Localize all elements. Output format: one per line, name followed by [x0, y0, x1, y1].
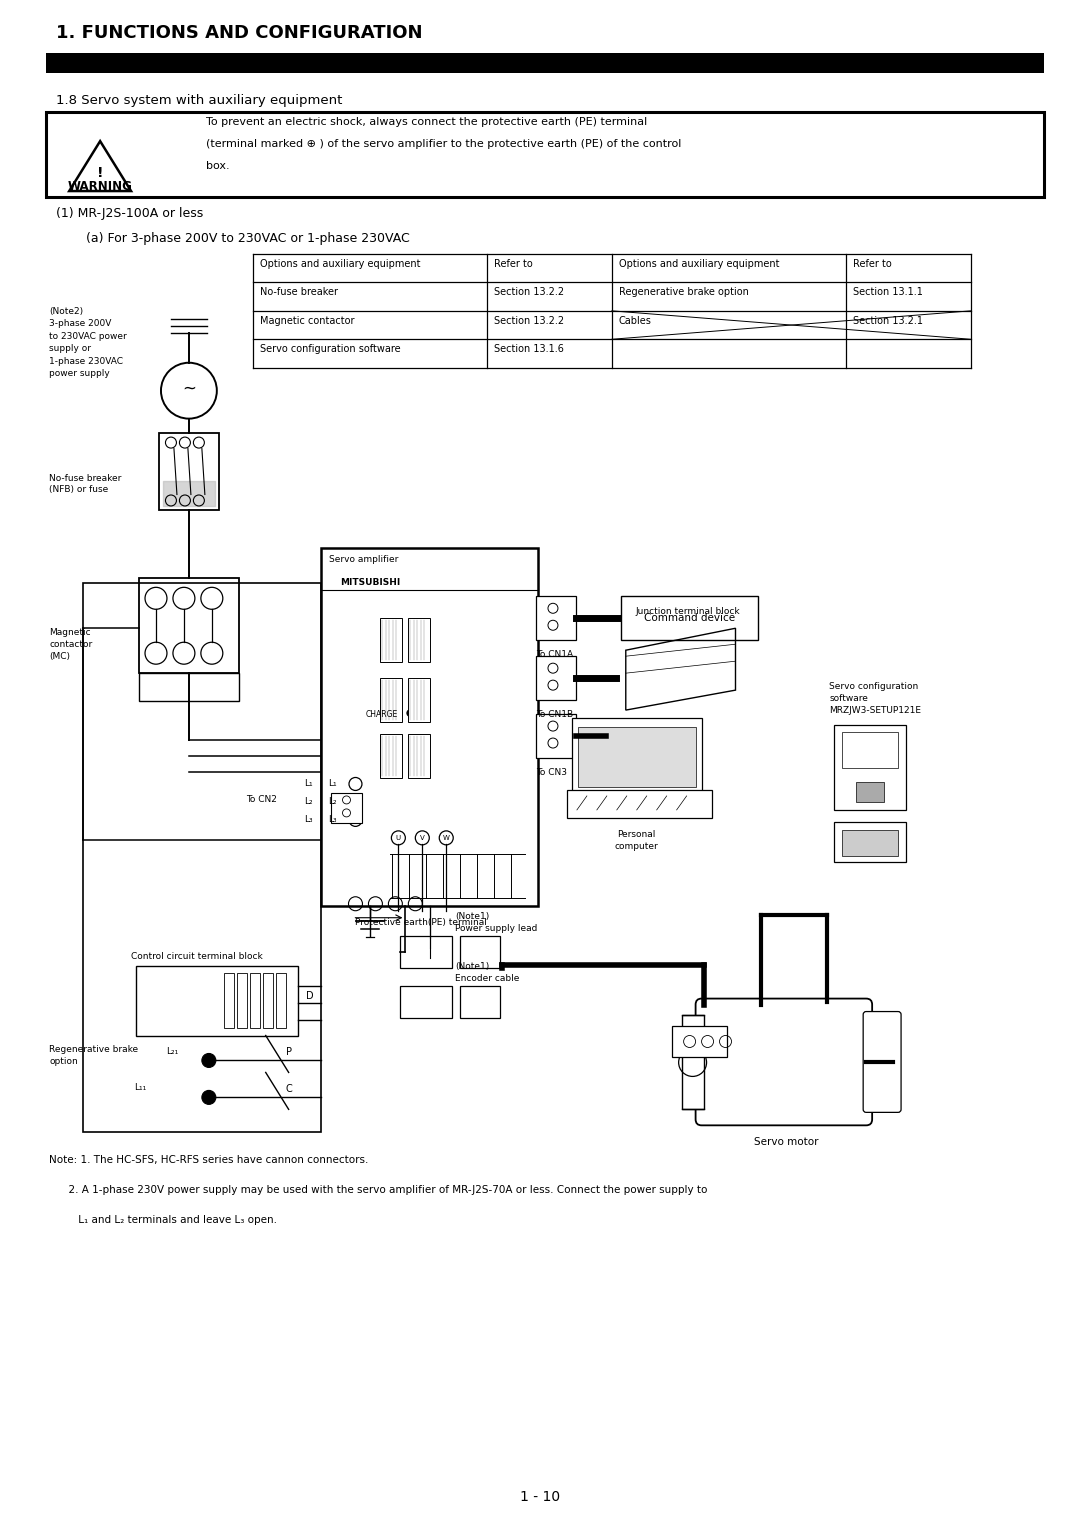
Text: Note: 1. The HC-SFS, HC-RFS series have cannon connectors.: Note: 1. The HC-SFS, HC-RFS series have … — [50, 1155, 368, 1166]
FancyBboxPatch shape — [460, 935, 500, 967]
Text: V: V — [420, 834, 424, 840]
Text: !: ! — [97, 167, 104, 180]
FancyBboxPatch shape — [159, 432, 219, 510]
FancyBboxPatch shape — [842, 830, 899, 856]
FancyBboxPatch shape — [224, 973, 233, 1027]
Text: To prevent an electric shock, always connect the protective earth (PE) terminal: To prevent an electric shock, always con… — [206, 118, 647, 127]
FancyBboxPatch shape — [863, 1012, 901, 1112]
Text: (1) MR-J2S-100A or less: (1) MR-J2S-100A or less — [56, 206, 203, 220]
Text: W: W — [443, 834, 449, 840]
FancyBboxPatch shape — [408, 678, 430, 723]
FancyBboxPatch shape — [249, 973, 259, 1027]
FancyBboxPatch shape — [408, 733, 430, 778]
FancyBboxPatch shape — [321, 549, 538, 906]
FancyBboxPatch shape — [330, 793, 363, 824]
Text: (a) For 3-phase 200V to 230VAC or 1-phase 230VAC: (a) For 3-phase 200V to 230VAC or 1-phas… — [86, 232, 410, 244]
Text: (Note2)
3-phase 200V
to 230VAC power
supply or
1-phase 230VAC
power supply: (Note2) 3-phase 200V to 230VAC power sup… — [50, 307, 127, 379]
Text: Refer to: Refer to — [495, 258, 532, 269]
Text: L₁₁: L₁₁ — [134, 1083, 146, 1093]
FancyBboxPatch shape — [380, 678, 403, 723]
Text: CHARGE: CHARGE — [365, 709, 397, 718]
Text: (terminal marked ⊕ ) of the servo amplifier to the protective earth (PE) of the : (terminal marked ⊕ ) of the servo amplif… — [206, 139, 681, 150]
Text: Magnetic contactor: Magnetic contactor — [259, 316, 354, 325]
Text: box.: box. — [206, 160, 229, 171]
FancyBboxPatch shape — [46, 53, 1043, 73]
FancyBboxPatch shape — [139, 578, 239, 674]
FancyBboxPatch shape — [401, 986, 453, 1018]
FancyBboxPatch shape — [856, 782, 885, 802]
FancyBboxPatch shape — [262, 973, 272, 1027]
FancyBboxPatch shape — [408, 619, 430, 662]
Text: Servo configuration
software
MRZJW3-SETUP121E: Servo configuration software MRZJW3-SETU… — [829, 683, 921, 715]
FancyBboxPatch shape — [380, 733, 403, 778]
Text: L₂₁: L₂₁ — [166, 1048, 178, 1056]
FancyBboxPatch shape — [536, 596, 576, 640]
Text: Refer to: Refer to — [853, 258, 892, 269]
Circle shape — [406, 709, 415, 717]
FancyBboxPatch shape — [536, 714, 576, 758]
Text: L₂: L₂ — [303, 798, 312, 807]
Text: 1 - 10: 1 - 10 — [519, 1490, 561, 1504]
FancyBboxPatch shape — [834, 726, 906, 810]
Text: Section 13.1.1: Section 13.1.1 — [853, 287, 923, 298]
Text: Regenerative brake
option: Regenerative brake option — [50, 1045, 138, 1067]
Text: To CN1A: To CN1A — [536, 651, 573, 659]
Text: Control circuit terminal block: Control circuit terminal block — [131, 952, 262, 961]
FancyBboxPatch shape — [842, 732, 899, 769]
Text: To CN2: To CN2 — [246, 796, 276, 804]
Text: ~: ~ — [181, 379, 195, 397]
FancyBboxPatch shape — [572, 718, 702, 793]
Text: No-fuse breaker: No-fuse breaker — [259, 287, 338, 298]
Text: Section 13.2.2: Section 13.2.2 — [495, 287, 564, 298]
Text: Personal
computer: Personal computer — [615, 830, 659, 851]
FancyBboxPatch shape — [46, 112, 1043, 197]
Text: Options and auxiliary equipment: Options and auxiliary equipment — [259, 258, 420, 269]
FancyBboxPatch shape — [136, 966, 298, 1036]
FancyBboxPatch shape — [401, 935, 453, 967]
Text: L₂: L₂ — [328, 798, 337, 807]
Text: No-fuse breaker
(NFB) or fuse: No-fuse breaker (NFB) or fuse — [50, 474, 122, 495]
Text: U: U — [395, 834, 401, 840]
FancyBboxPatch shape — [681, 1015, 703, 1109]
Circle shape — [202, 1053, 216, 1068]
Text: To CN3: To CN3 — [536, 769, 567, 778]
FancyBboxPatch shape — [567, 790, 712, 817]
Text: 1.8 Servo system with auxiliary equipment: 1.8 Servo system with auxiliary equipmen… — [56, 95, 342, 107]
Text: 1. FUNCTIONS AND CONFIGURATION: 1. FUNCTIONS AND CONFIGURATION — [56, 24, 422, 43]
Text: Command device: Command device — [644, 613, 735, 623]
Text: Servo configuration software: Servo configuration software — [259, 344, 401, 354]
FancyBboxPatch shape — [380, 619, 403, 662]
FancyBboxPatch shape — [460, 986, 500, 1018]
Text: P: P — [285, 1048, 292, 1057]
Text: Regenerative brake option: Regenerative brake option — [619, 287, 748, 298]
Text: D: D — [306, 990, 313, 1001]
Text: Servo amplifier: Servo amplifier — [328, 555, 397, 564]
FancyBboxPatch shape — [672, 1025, 727, 1057]
Text: Cables: Cables — [619, 316, 651, 325]
Text: Section 13.2.1: Section 13.2.1 — [853, 316, 923, 325]
FancyBboxPatch shape — [536, 656, 576, 700]
Text: Magnetic
contactor
(MC): Magnetic contactor (MC) — [50, 628, 93, 660]
Text: MITSUBISHI: MITSUBISHI — [340, 578, 401, 587]
Text: L₃: L₃ — [328, 816, 337, 825]
Text: L₁: L₁ — [303, 779, 312, 788]
Text: Junction terminal block: Junction terminal block — [636, 607, 741, 616]
Text: To CN1B: To CN1B — [536, 711, 573, 720]
Text: Section 13.2.2: Section 13.2.2 — [495, 316, 564, 325]
Text: WARNING: WARNING — [68, 180, 133, 193]
Text: Protective earth(PE) terminal: Protective earth(PE) terminal — [355, 918, 487, 927]
Text: 2. A 1-phase 230V power supply may be used with the servo amplifier of MR-J2S-70: 2. A 1-phase 230V power supply may be us… — [50, 1186, 707, 1195]
Text: (Note1)
Power supply lead: (Note1) Power supply lead — [455, 912, 538, 932]
FancyBboxPatch shape — [834, 822, 906, 862]
Text: L₁ and L₂ terminals and leave L₃ open.: L₁ and L₂ terminals and leave L₃ open. — [50, 1215, 278, 1225]
FancyBboxPatch shape — [621, 596, 758, 640]
FancyBboxPatch shape — [275, 973, 285, 1027]
Circle shape — [202, 1091, 216, 1105]
Text: C: C — [285, 1085, 293, 1094]
Text: L₁: L₁ — [328, 779, 337, 788]
FancyBboxPatch shape — [696, 999, 873, 1125]
FancyBboxPatch shape — [237, 973, 246, 1027]
FancyBboxPatch shape — [578, 727, 696, 787]
Text: Options and auxiliary equipment: Options and auxiliary equipment — [619, 258, 780, 269]
Text: Servo motor: Servo motor — [754, 1137, 819, 1148]
